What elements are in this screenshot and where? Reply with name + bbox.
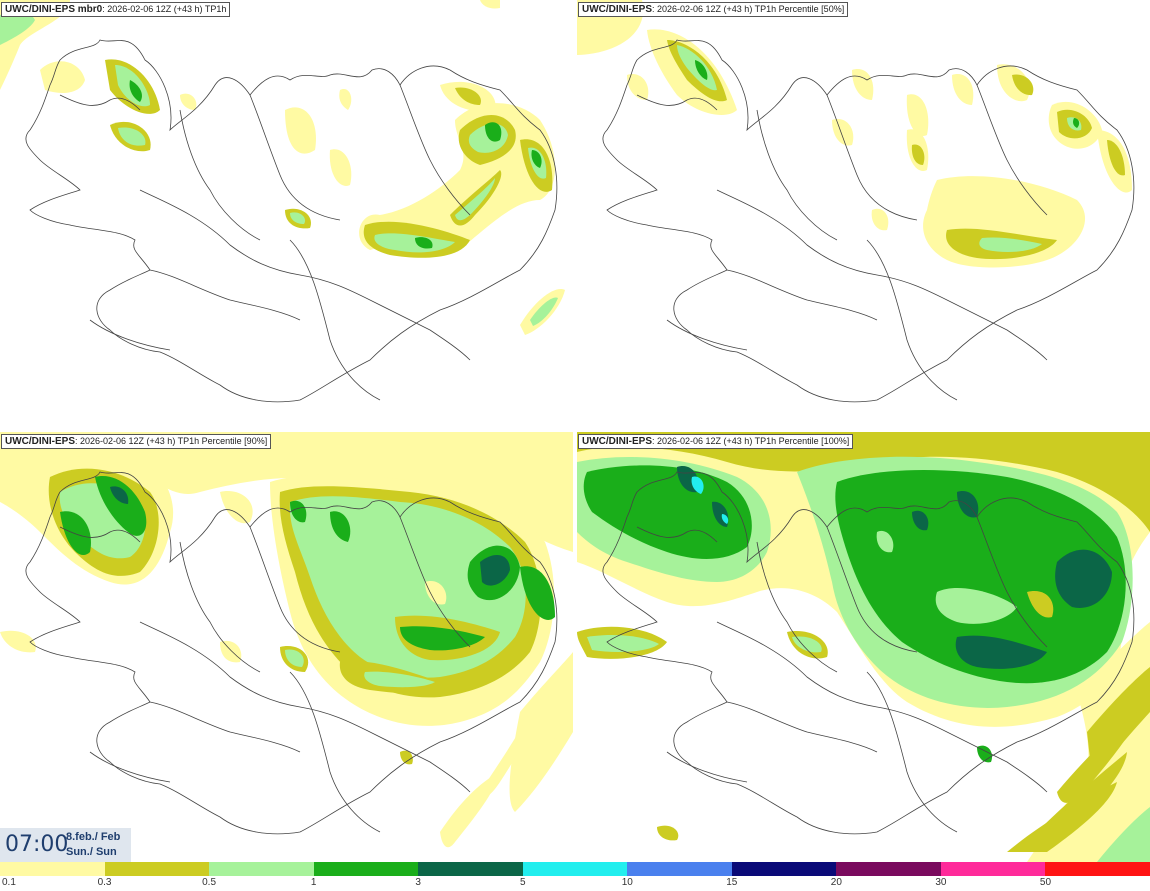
valid-date-line2: Sun./ Sun bbox=[66, 846, 117, 858]
panel-title: UWC/DINI-EPS: 2026-02-06 12Z (+43 h) TP1… bbox=[1, 434, 272, 449]
precip-field bbox=[0, 432, 573, 848]
iceland-coastline bbox=[25, 39, 558, 403]
colorbar-segment bbox=[209, 862, 314, 876]
colorbar-label: 3 bbox=[415, 877, 421, 888]
panel-title: UWC/DINI-EPS: 2026-02-06 12Z (+43 h) TP1… bbox=[578, 2, 849, 17]
valid-time-box: 07:00 8.feb./ Feb Sun./ Sun bbox=[0, 828, 131, 862]
precip-map bbox=[0, 432, 573, 848]
colorbar-segment bbox=[836, 862, 941, 876]
colorbar-label: 15 bbox=[726, 877, 738, 888]
colorbar-labels: 0.1 0.3 0.5 1 3 5 10 15 20 30 50 bbox=[0, 877, 1150, 891]
colorbar-label: 0.1 bbox=[2, 877, 16, 888]
precip-field bbox=[577, 0, 1132, 268]
precip-field bbox=[577, 432, 1150, 862]
colorbar-label: 5 bbox=[519, 877, 526, 888]
iceland-coastline bbox=[602, 39, 1135, 403]
iceland-coastline bbox=[25, 471, 558, 835]
colorbar-segment bbox=[627, 862, 732, 876]
colorbar-segment bbox=[522, 862, 628, 876]
colorbar-label: 1 bbox=[310, 877, 317, 888]
precip-field bbox=[0, 0, 565, 335]
colorbar-segment bbox=[1045, 862, 1150, 876]
valid-date-line1: 8.feb./ Feb bbox=[66, 831, 121, 843]
valid-time: 07:00 bbox=[5, 832, 69, 857]
map-panel-p100: UWC/DINI-EPS: 2026-02-06 12Z (+43 h) TP1… bbox=[577, 432, 1150, 862]
colorbar-segment bbox=[731, 862, 837, 876]
iceland-coastline bbox=[602, 471, 1135, 835]
colorbar-segment bbox=[418, 862, 523, 876]
colorbar-label: 10 bbox=[621, 877, 633, 888]
precip-map bbox=[0, 0, 565, 403]
colorbar-label: 30 bbox=[935, 877, 947, 888]
colorbar-segment bbox=[940, 862, 1046, 876]
precip-map bbox=[577, 0, 1135, 403]
map-panel-p90: UWC/DINI-EPS: 2026-02-06 12Z (+43 h) TP1… bbox=[0, 432, 573, 862]
colorbar-label: 20 bbox=[830, 877, 842, 888]
colorbar-segment bbox=[0, 862, 105, 876]
colorbar bbox=[0, 862, 1150, 876]
panel-separator bbox=[0, 430, 1150, 432]
colorbar-segment bbox=[313, 862, 419, 876]
precip-map bbox=[577, 432, 1150, 862]
colorbar-label: 0.5 bbox=[202, 877, 217, 888]
map-panel-mbr0: UWC/DINI-EPS mbr0: 2026-02-06 12Z (+43 h… bbox=[0, 0, 573, 430]
colorbar-label: 0.3 bbox=[97, 877, 112, 888]
colorbar-label: 50 bbox=[1039, 877, 1052, 888]
map-panel-p50: UWC/DINI-EPS: 2026-02-06 12Z (+43 h) TP1… bbox=[577, 0, 1150, 430]
panel-title: UWC/DINI-EPS: 2026-02-06 12Z (+43 h) TP1… bbox=[578, 434, 854, 449]
colorbar-segment bbox=[104, 862, 210, 876]
panel-title: UWC/DINI-EPS mbr0: 2026-02-06 12Z (+43 h… bbox=[1, 2, 231, 17]
